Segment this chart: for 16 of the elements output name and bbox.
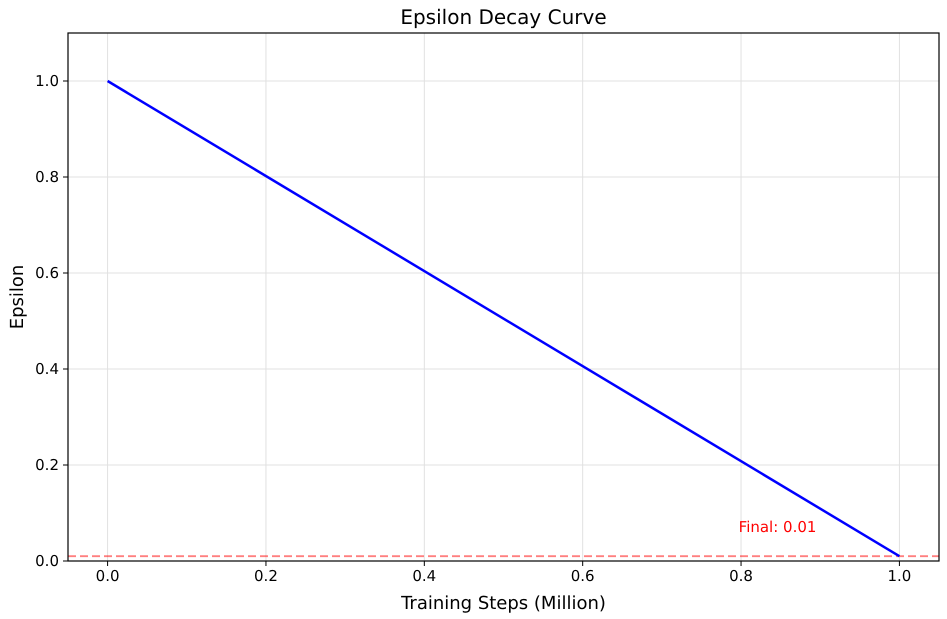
y-tick-label: 0.2 (35, 456, 59, 474)
y-tick-label: 0.4 (35, 360, 59, 378)
y-tick-label: 0.6 (35, 264, 59, 282)
x-tick-label: 0.8 (729, 567, 753, 585)
y-tick-label: 0.0 (35, 552, 59, 570)
x-axis-title: Training Steps (Million) (400, 593, 606, 614)
chart-title: Epsilon Decay Curve (400, 5, 607, 29)
y-axis-title: Epsilon (7, 264, 28, 330)
y-tick-label: 1.0 (35, 72, 59, 90)
x-tick-label: 0.6 (570, 567, 595, 585)
ref-line-label: Final: 0.01 (738, 518, 816, 536)
x-tick-label: 1.0 (887, 567, 912, 585)
x-tick-label: 0.0 (96, 567, 120, 585)
x-tick-label: 0.4 (412, 567, 436, 585)
x-tick-label: 0.2 (254, 567, 278, 585)
y-tick-label: 0.8 (35, 168, 59, 186)
